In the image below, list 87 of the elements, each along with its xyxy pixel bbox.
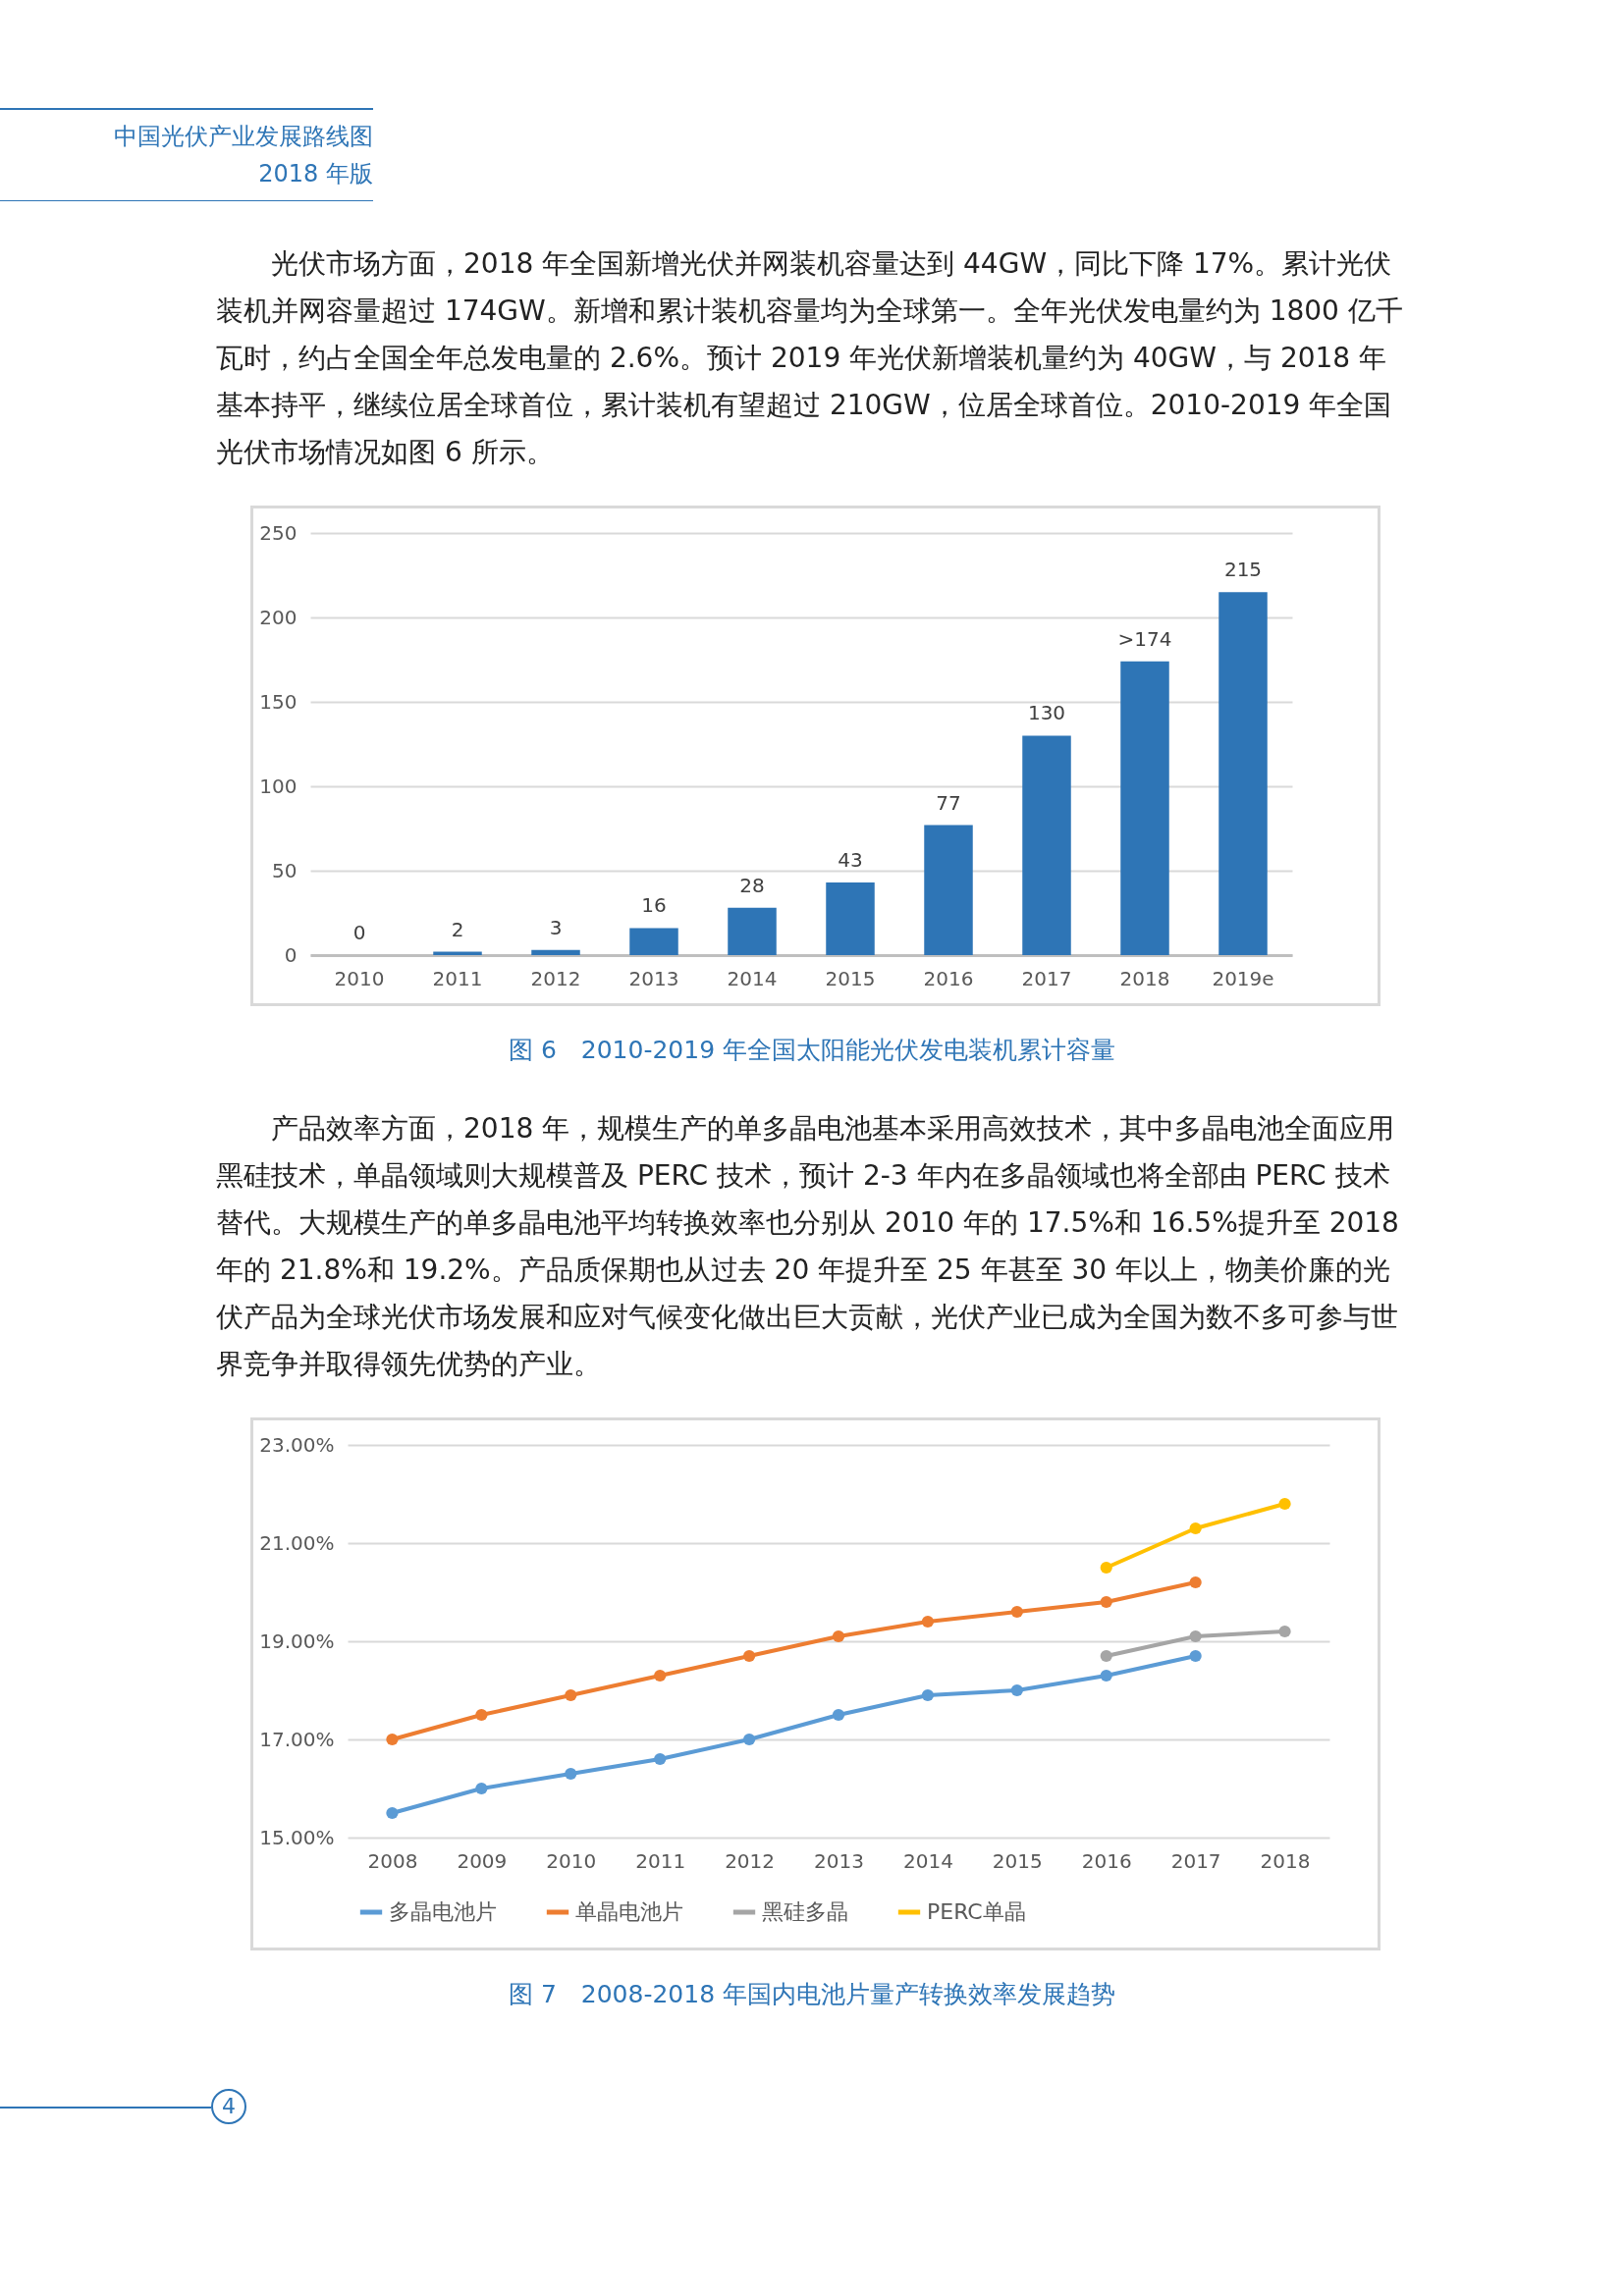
- point: [1010, 1683, 1023, 1697]
- text: 中国光伏产业发展路线图: [113, 122, 373, 152]
- legend-label: 多晶电池片: [389, 1899, 497, 1924]
- point: [1189, 1649, 1202, 1663]
- point: [654, 1669, 667, 1682]
- point: [1189, 1575, 1202, 1589]
- x-tick-label: 2017: [1021, 966, 1072, 990]
- x-tick-label: 2014: [902, 1848, 953, 1873]
- bar: [531, 949, 580, 955]
- y-tick-label: 17.00%: [259, 1727, 335, 1751]
- x-tick-label: 2013: [814, 1848, 864, 1873]
- x-tick-label: 2010: [546, 1848, 597, 1873]
- data-label: 3: [549, 915, 563, 939]
- bar: [728, 907, 777, 955]
- point: [1100, 1649, 1112, 1663]
- x-tick-label: 2016: [1081, 1848, 1132, 1873]
- point: [565, 1688, 577, 1702]
- x-tick-label: 2011: [432, 966, 483, 990]
- bar: [826, 882, 875, 955]
- bar: [629, 928, 678, 955]
- y-tick-label: 0: [284, 942, 298, 967]
- y-tick-label: 19.00%: [259, 1629, 335, 1653]
- y-tick-label: 200: [259, 605, 298, 629]
- point: [1189, 1522, 1202, 1535]
- x-tick-label: 2012: [725, 1848, 776, 1873]
- data-label: 16: [641, 893, 667, 918]
- x-tick-label: 2019e: [1212, 966, 1274, 990]
- point: [475, 1782, 488, 1795]
- text: 光伏市场方面，2018 年全国新增光伏并网装机容量达到 44GW，同比下降 17%。累计光伏装机并网容量超过 174GW。新增和累计装机容量均为全球第一。全年光伏发电量约为 1800 亿千瓦时，约占全国全年总发电量的 2.6%。预计 2019 年光伏新增装机量约为 40GW，与 2018 年基本持平，继续位居全球首位，累计装机有望超过 210GW，位居全球首位。2010-2019 年全国光伏市场情况如图 6 所示。: [216, 246, 1404, 470]
- y-tick-label: 21.00%: [259, 1530, 335, 1555]
- x-tick-label: 2009: [457, 1848, 508, 1873]
- x-tick-label: 2013: [628, 966, 679, 990]
- data-label: 130: [1027, 701, 1066, 725]
- legend-label: 单晶电池片: [575, 1899, 683, 1924]
- point: [1189, 1629, 1202, 1643]
- y-tick-label: 23.00%: [259, 1432, 335, 1457]
- data-label: 0: [352, 921, 366, 944]
- y-tick-label: 100: [259, 774, 298, 798]
- x-tick-label: 2014: [727, 966, 778, 990]
- point: [1100, 1669, 1112, 1682]
- point: [386, 1733, 399, 1746]
- point: [832, 1708, 845, 1722]
- data-label: 28: [739, 873, 765, 897]
- x-tick-label: 2018: [1260, 1848, 1311, 1873]
- x-tick-label: 2017: [1170, 1848, 1221, 1873]
- x-tick-label: 2015: [992, 1848, 1043, 1873]
- data-label: 2: [451, 917, 464, 941]
- point: [921, 1688, 935, 1702]
- point: [742, 1649, 756, 1663]
- y-tick-label: 50: [272, 858, 298, 882]
- bar: [1218, 592, 1268, 955]
- x-tick-label: 2018: [1119, 966, 1170, 990]
- text: 2018 年版: [257, 159, 373, 189]
- x-tick-label: 2012: [530, 966, 581, 990]
- y-tick-label: 250: [259, 520, 298, 545]
- bar: [1120, 661, 1169, 955]
- point: [475, 1708, 488, 1722]
- x-tick-label: 2010: [334, 966, 385, 990]
- point: [1278, 1497, 1291, 1511]
- point: [654, 1752, 667, 1766]
- y-tick-label: 150: [259, 689, 298, 714]
- legend-label: PERC单晶: [927, 1899, 1026, 1924]
- data-label: 215: [1223, 558, 1263, 582]
- point: [1010, 1605, 1023, 1619]
- point: [386, 1806, 399, 1820]
- text: 产品效率方面，2018 年，规模生产的单多晶电池基本采用高效技术，其中多晶电池全面应用黑硅技术，单晶领域则大规模普及 PERC 技术，预计 2-3 年内在多晶领域也将全部由 PERC 技术替代。大规模生产的单多晶电池平均转换效率也分别从 2010 年的 17.5%和 16.5%提升至 2018 年的 21.8%和 19.2%。产品质保期也从过去 20 年提升至 25 年甚至 30 年以上，物美价廉的光伏产品为全球光伏市场发展和应对气候变化做出巨大贡献，光伏产业已成为全国为数不多可参与世界竞争并取得领先优势的产业。: [216, 1111, 1400, 1382]
- bar: [924, 825, 973, 955]
- x-tick-label: 2016: [923, 966, 974, 990]
- point: [1100, 1561, 1112, 1575]
- text: 图 6 2010-2019 年全国太阳能光伏发电装机累计容量: [507, 1035, 1117, 1066]
- x-tick-label: 2011: [635, 1848, 686, 1873]
- point: [832, 1629, 845, 1643]
- x-tick-label: 2008: [367, 1848, 418, 1873]
- data-label: 43: [838, 848, 863, 873]
- y-tick-label: 15.00%: [259, 1825, 335, 1849]
- legend-label: 黑硅多晶: [762, 1899, 848, 1924]
- x-tick-label: 2015: [825, 966, 876, 990]
- text: 4: [211, 2089, 246, 2124]
- point: [742, 1733, 756, 1746]
- bar: [1022, 735, 1071, 955]
- data-label: 77: [936, 790, 961, 815]
- point: [1278, 1625, 1291, 1638]
- data-label: >174: [1117, 626, 1172, 651]
- text: 图 7 2008-2018 年国内电池片量产转换效率发展趋势: [507, 1979, 1117, 2010]
- point: [921, 1615, 935, 1629]
- point: [1100, 1595, 1112, 1609]
- point: [565, 1767, 577, 1781]
